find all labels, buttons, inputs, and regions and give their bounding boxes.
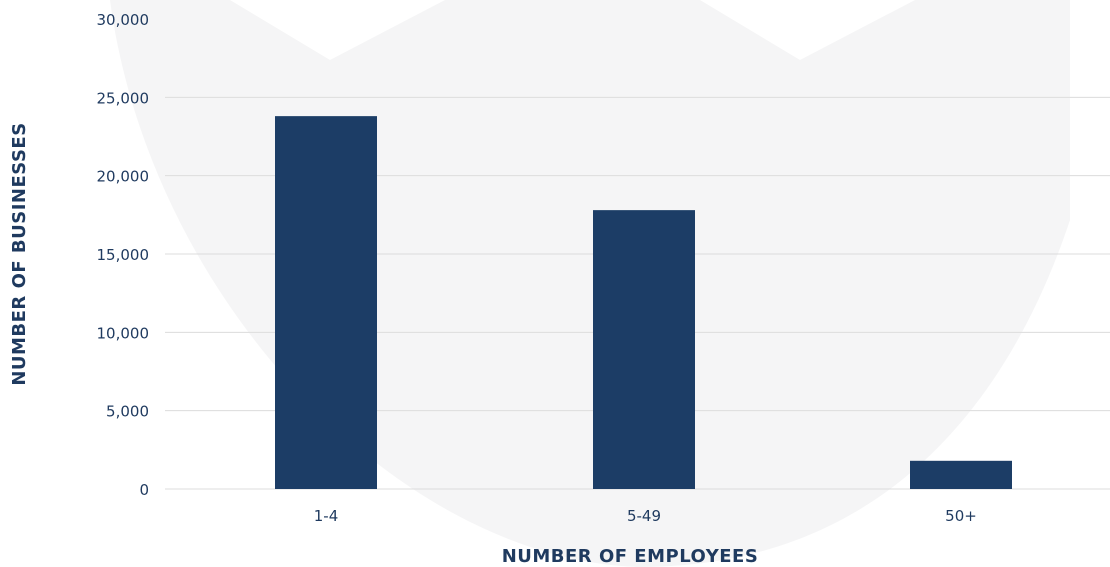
bar-5-49 bbox=[593, 210, 695, 489]
y-tick-label: 0 bbox=[139, 481, 149, 499]
bar-1-4 bbox=[275, 116, 377, 489]
x-tick-label: 5-49 bbox=[627, 507, 661, 525]
y-tick-label: 25,000 bbox=[97, 89, 150, 107]
y-tick-label: 20,000 bbox=[97, 168, 150, 186]
y-tick-label: 5,000 bbox=[106, 403, 149, 421]
x-tick-label: 50+ bbox=[945, 507, 977, 525]
y-axis-title: NUMBER OF BUSINESSES bbox=[9, 122, 30, 385]
y-axis-ticks: 0 5,000 10,000 15,000 20,000 25,000 30,000 bbox=[97, 11, 150, 499]
bars bbox=[275, 116, 1012, 489]
x-axis-title: NUMBER OF EMPLOYEES bbox=[502, 546, 759, 567]
bar-50+ bbox=[910, 460, 1012, 489]
x-axis-ticks: 1-4 5-49 50+ bbox=[314, 507, 977, 525]
watermark-notch-left bbox=[230, 0, 445, 60]
y-tick-label: 30,000 bbox=[97, 11, 150, 29]
watermark-notch-right bbox=[700, 0, 915, 60]
y-tick-label: 15,000 bbox=[97, 246, 150, 264]
x-tick-label: 1-4 bbox=[314, 507, 339, 525]
y-tick-label: 10,000 bbox=[97, 324, 150, 342]
